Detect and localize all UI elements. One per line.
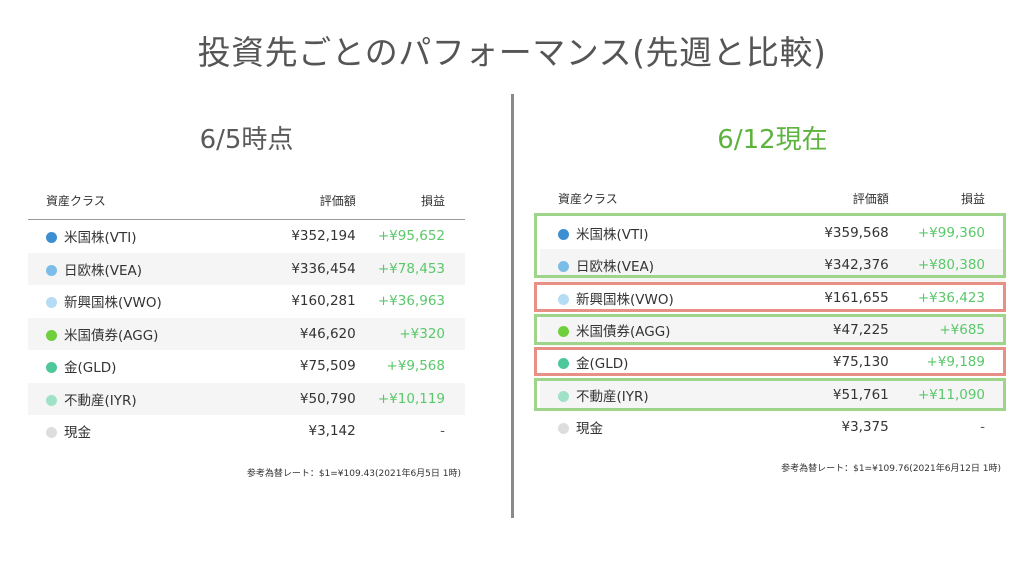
table-header-row: 資産クラス 評価額 損益 [540,180,1005,217]
asset-value: ¥75,509 [299,358,356,375]
table-row: 金(GLD) ¥75,130 +¥9,189 [540,346,1005,378]
fx-rate-note: 参考為替レート：$1=¥109.43(2021年6月5日 1時) [246,468,461,479]
panel-june-12: 6/12現在 資産クラス 評価額 損益 米国株(VTI) ¥359,568 +¥… [540,110,1005,474]
asset-pnl: +¥99,360 [917,225,985,242]
asset-pnl: +¥95,652 [377,228,445,245]
table-row: 不動産(IYR) ¥50,790 +¥10,119 [28,382,465,415]
asset-pnl: +¥9,568 [386,358,445,375]
asset-name: 金(GLD) [576,356,629,373]
asset-value: ¥3,142 [308,423,356,440]
asset-pnl: +¥10,119 [355,382,465,415]
asset-name: 米国株(VTI) [576,227,649,244]
asset-pnl: +¥11,090 [888,378,1005,411]
asset-value: ¥160,281 [291,293,356,310]
column-header-asset: 資産クラス [46,194,106,208]
asset-name: 日欧株(VEA) [576,259,655,276]
series-dot-icon [558,293,569,305]
table-row: 米国株(VTI) ¥359,568 +¥99,360 [540,217,1005,249]
portfolio-table-june-12: 資産クラス 評価額 損益 米国株(VTI) ¥359,568 +¥99,360 … [540,180,1005,443]
asset-value: ¥51,761 [749,378,889,411]
series-dot-icon [558,390,569,402]
table-row: 新興国株(VWO) ¥161,655 +¥36,423 [540,282,1005,314]
asset-name: 米国債券(AGG) [576,324,671,341]
series-dot-icon [558,326,569,338]
page-title: 投資先ごとのパフォーマンス(先週と比較) [197,33,827,72]
panel-heading-june-12: 6/12現在 [717,125,828,155]
asset-pnl: +¥685 [888,313,1005,347]
asset-pnl: +¥320 [355,317,465,350]
asset-pnl: +¥80,380 [888,249,1005,282]
asset-value: ¥161,655 [824,289,889,306]
panel-june-5: 6/5時点 資産クラス 評価額 損益 米国株(VTI) ¥352,194 +¥9… [28,110,465,479]
asset-value: ¥336,454 [224,252,356,285]
vertical-divider [511,94,514,518]
asset-value: ¥342,376 [749,249,889,282]
asset-value: ¥75,130 [832,354,889,371]
table-row: 日欧株(VEA) ¥336,454 +¥78,453 [28,252,465,285]
asset-name: 米国株(VTI) [64,230,137,247]
series-dot-icon [46,297,57,309]
column-header-value: 評価額 [852,192,889,206]
table-row: 金(GLD) ¥75,509 +¥9,568 [28,350,465,383]
asset-pnl: - [440,423,445,440]
table-row: 現金 ¥3,142 - [28,415,465,448]
column-header-asset: 資産クラス [558,192,618,206]
series-dot-icon [46,264,57,276]
asset-name: 新興国株(VWO) [576,291,674,308]
table-row: 日欧株(VEA) ¥342,376 +¥80,380 [540,249,1005,282]
panel-heading-june-5: 6/5時点 [199,125,294,155]
portfolio-table-june-5: 資産クラス 評価額 損益 米国株(VTI) ¥352,194 +¥95,652 … [28,182,465,448]
asset-name: 日欧株(VEA) [64,262,143,279]
asset-value: ¥46,620 [224,317,356,350]
series-dot-icon [558,261,569,273]
asset-name: 現金 [576,420,603,437]
asset-pnl: +¥36,963 [377,293,445,310]
series-dot-icon [46,329,57,341]
asset-name: 金(GLD) [64,360,117,377]
table-row: 現金 ¥3,375 - [540,411,1005,443]
table-row: 不動産(IYR) ¥51,761 +¥11,090 [540,378,1005,411]
table-row: 米国株(VTI) ¥352,194 +¥95,652 [28,220,465,253]
series-dot-icon [558,229,569,241]
column-header-value: 評価額 [319,194,356,208]
asset-pnl: +¥78,453 [355,252,465,285]
series-dot-icon [46,362,57,374]
asset-name: 不動産(IYR) [64,392,137,409]
asset-value: ¥352,194 [291,228,356,245]
series-dot-icon [46,394,57,406]
table-row: 新興国株(VWO) ¥160,281 +¥36,963 [28,285,465,318]
series-dot-icon [558,358,569,370]
asset-name: 新興国株(VWO) [64,295,162,312]
series-dot-icon [46,427,57,439]
series-dot-icon [558,422,569,434]
table-row: 米国債券(AGG) ¥47,225 +¥685 [540,313,1005,347]
asset-value: ¥359,568 [824,225,889,242]
asset-name: 米国債券(AGG) [64,327,159,344]
asset-name: 現金 [64,425,91,442]
asset-value: ¥47,225 [749,313,889,347]
asset-name: 不動産(IYR) [576,388,649,405]
asset-pnl: +¥9,189 [926,354,985,371]
asset-value: ¥50,790 [224,382,356,415]
table-header-row: 資産クラス 評価額 損益 [28,182,465,220]
asset-pnl: +¥36,423 [917,289,985,306]
column-header-pnl: 損益 [420,194,445,208]
fx-rate-note: 参考為替レート：$1=¥109.76(2021年6月12日 1時) [781,464,1001,475]
series-dot-icon [46,232,57,244]
asset-pnl: - [980,418,985,435]
column-header-pnl: 損益 [960,192,985,206]
asset-value: ¥3,375 [841,418,889,435]
table-row: 米国債券(AGG) ¥46,620 +¥320 [28,317,465,350]
